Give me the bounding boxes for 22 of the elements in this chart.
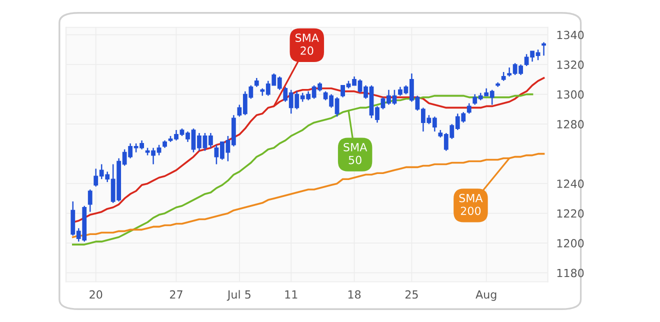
y-tick-label: 1240 <box>557 180 584 188</box>
candlestick <box>542 42 546 56</box>
x-tick-label: Jul 5 <box>226 290 250 301</box>
candlestick <box>88 188 92 212</box>
y-tick-label: 1180 <box>557 268 584 278</box>
y-tick-label: 1220 <box>557 209 584 218</box>
y-tick-label: 1320 <box>557 60 584 69</box>
line-series <box>72 152 545 238</box>
x-tick-label: 27 <box>170 290 182 299</box>
x-tick-label: Aug <box>476 290 496 301</box>
x-tick-label: 18 <box>348 290 361 299</box>
text: SMA 50 <box>344 142 368 164</box>
text: SMA 200 <box>459 194 483 216</box>
text: SMA 20 <box>296 34 319 55</box>
x-tick-label: 25 <box>405 290 418 299</box>
y-tick-label: 1300 <box>557 90 584 99</box>
x-tick-label: 20 <box>90 290 102 299</box>
candlestick <box>466 102 472 114</box>
y-tick-label: 1340 <box>557 30 584 40</box>
y-tick-label: 1280 <box>557 120 584 128</box>
x-tick-label: 11 <box>285 290 298 299</box>
y-tick-label: 1200 <box>557 239 584 248</box>
